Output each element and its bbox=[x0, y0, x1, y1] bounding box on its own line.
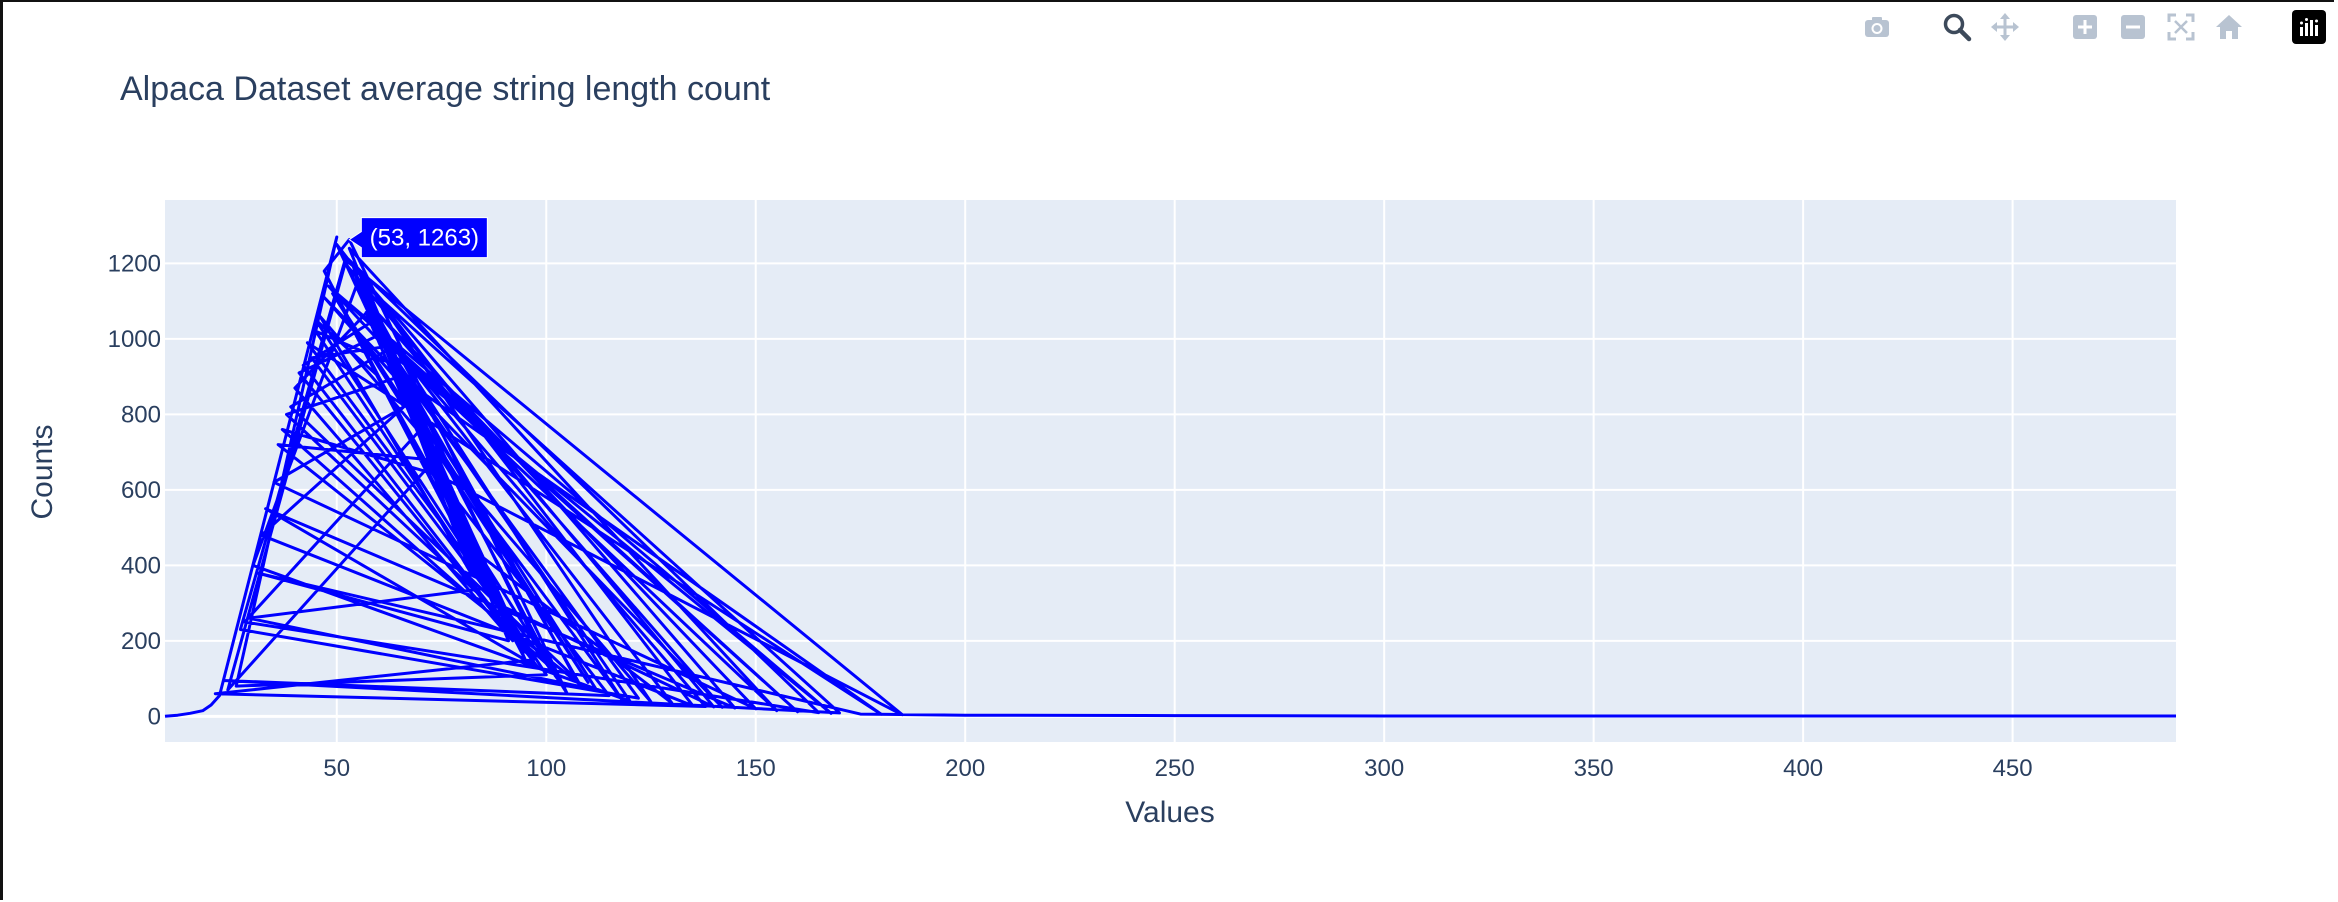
modebar bbox=[1848, 8, 2326, 46]
plotly-logo-icon bbox=[2300, 18, 2318, 36]
hover-tooltip-text: (53, 1263) bbox=[370, 225, 479, 252]
x-tick-label: 450 bbox=[1993, 755, 2033, 782]
x-tick-label: 250 bbox=[1155, 755, 1195, 782]
y-tick-label: 600 bbox=[121, 477, 161, 504]
pan-button[interactable] bbox=[1986, 8, 2024, 46]
y-tick-label: 800 bbox=[121, 401, 161, 428]
y-tick-label: 1200 bbox=[108, 250, 161, 277]
zoom-out-icon bbox=[2121, 15, 2145, 39]
y-axis-ticks: 0 200 400 600 800 1000 1200 bbox=[108, 250, 161, 730]
zoom-in-button[interactable] bbox=[2066, 8, 2104, 46]
plotly-logo-button[interactable] bbox=[2292, 10, 2326, 44]
series-line[interactable] bbox=[164, 235, 2176, 718]
x-tick-label: 100 bbox=[526, 755, 566, 782]
hover-tooltip-box bbox=[348, 217, 488, 259]
x-tick-label: 150 bbox=[736, 755, 776, 782]
x-axis-ticks: 50 100 150 200 250 300 350 400 450 bbox=[323, 755, 2032, 782]
zoom-icon bbox=[1943, 13, 1972, 42]
x-tick-label: 350 bbox=[1574, 755, 1614, 782]
hover-tooltip: (53, 1263) bbox=[348, 217, 488, 259]
reset-axes-button[interactable] bbox=[2210, 8, 2248, 46]
x-tick-label: 400 bbox=[1783, 755, 1823, 782]
reset-axes-icon bbox=[2216, 15, 2242, 39]
y-tick-label: 1000 bbox=[108, 326, 161, 353]
y-tick-label: 0 bbox=[148, 703, 161, 730]
y-axis-title: Counts bbox=[26, 424, 59, 519]
y-tick-label: 200 bbox=[121, 628, 161, 655]
x-axis-title: Values bbox=[1125, 796, 1215, 829]
zoom-in-icon bbox=[2073, 15, 2097, 39]
camera-button[interactable] bbox=[1858, 8, 1896, 46]
autoscale-button[interactable] bbox=[2162, 8, 2200, 46]
x-tick-label: 200 bbox=[945, 755, 985, 782]
zoom-out-button[interactable] bbox=[2114, 8, 2152, 46]
plot-area[interactable] bbox=[165, 200, 2176, 742]
x-tick-label: 50 bbox=[323, 755, 350, 782]
zoom-button[interactable] bbox=[1938, 8, 1976, 46]
y-tick-label: 400 bbox=[121, 552, 161, 579]
chart-title: Alpaca Dataset average string length cou… bbox=[120, 70, 771, 108]
camera-icon bbox=[1865, 17, 1889, 37]
x-tick-label: 300 bbox=[1364, 755, 1404, 782]
pan-icon bbox=[1991, 13, 2019, 41]
autoscale-icon bbox=[2167, 13, 2195, 41]
